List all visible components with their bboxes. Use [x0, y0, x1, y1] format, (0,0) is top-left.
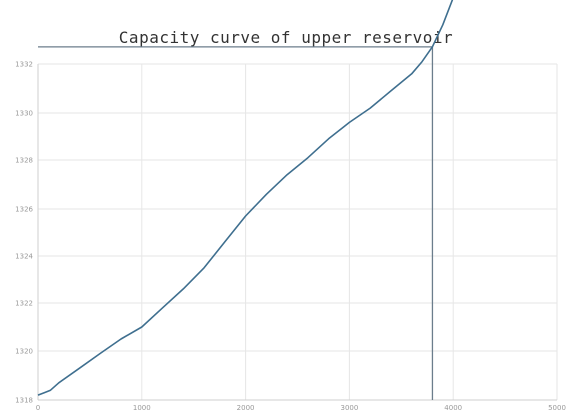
y-tick-label: 1332 [15, 61, 33, 69]
x-tick-label: 3000 [340, 404, 358, 410]
y-tick-label: 1326 [15, 206, 33, 214]
y-tick-label: 1320 [15, 348, 33, 356]
y-tick-label: 1322 [15, 300, 33, 308]
y-tick-label: 1318 [15, 397, 33, 405]
tick-labels: 1318 1320 1322 1324 1326 1328 1330 1332 0 1000 200… [15, 61, 566, 410]
series-line [37, 0, 454, 396]
reference-lines [38, 46, 434, 400]
grid-layer [37, 63, 558, 401]
x-tick-label: 5000 [548, 404, 566, 410]
y-tick-label: 1324 [15, 253, 33, 261]
y-tick-label: 1330 [15, 110, 33, 118]
y-tick-label: 1328 [15, 157, 33, 165]
x-tick-label: 4000 [444, 404, 462, 410]
x-tick-label: 0 [36, 404, 40, 410]
x-tick-label: 2000 [237, 404, 255, 410]
series-layer [37, 0, 454, 396]
x-tick-label: 1000 [133, 404, 151, 410]
chart-title: Capacity curve of upper reservoir [118, 28, 454, 47]
